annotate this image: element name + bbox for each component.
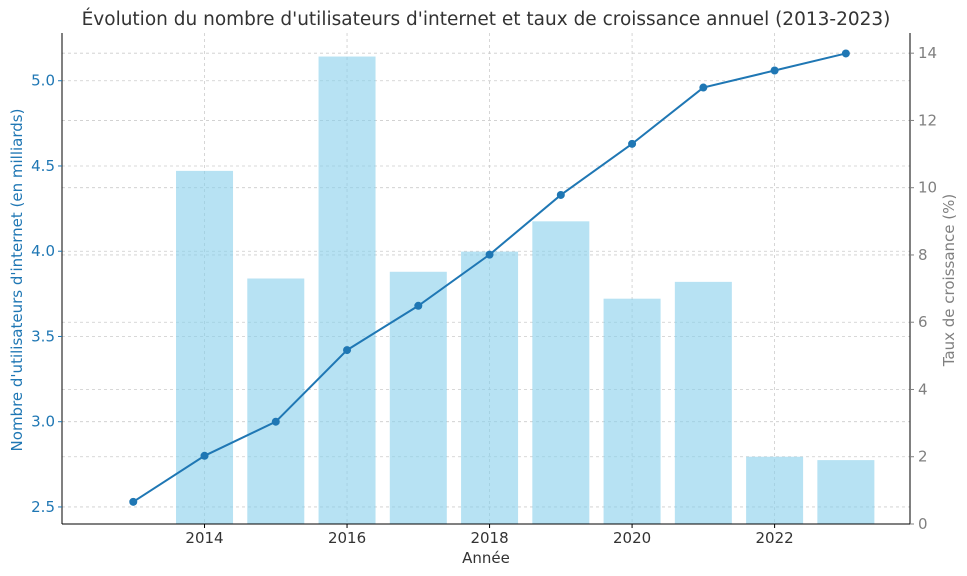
right-tick-label: 4 bbox=[918, 380, 928, 398]
bar bbox=[674, 281, 732, 524]
right-tick-label: 6 bbox=[918, 313, 928, 331]
bar bbox=[461, 251, 519, 524]
line-layer bbox=[129, 49, 850, 506]
x-tick-label: 2016 bbox=[328, 529, 366, 547]
line-point bbox=[699, 83, 708, 92]
right-tick-label: 14 bbox=[918, 44, 937, 62]
line-point bbox=[343, 346, 352, 355]
line-point bbox=[129, 497, 138, 506]
line-point bbox=[628, 139, 637, 148]
left-tick-label: 5.0 bbox=[31, 72, 55, 90]
right-axis-label: Taux de croissance (%) bbox=[940, 194, 958, 368]
x-tick-label: 2018 bbox=[470, 529, 508, 547]
left-axis-label: Nombre d'utilisateurs d'internet (en mil… bbox=[8, 109, 26, 452]
left-tick-label: 4.0 bbox=[31, 242, 55, 260]
bar bbox=[817, 460, 875, 524]
right-tick-label: 2 bbox=[918, 448, 928, 466]
bar bbox=[176, 170, 234, 525]
bar bbox=[746, 456, 804, 524]
line-point bbox=[841, 49, 850, 58]
line-point bbox=[200, 451, 209, 460]
line-point bbox=[556, 190, 565, 199]
left-tick-label: 2.5 bbox=[31, 498, 55, 516]
bar bbox=[532, 221, 590, 524]
right-tick-label: 10 bbox=[918, 179, 937, 197]
axes: 2014 2016 2018 2020 2022 2.5 3.0 3.5 4.0 4.5 5.0 0 2… bbox=[31, 33, 937, 547]
bars bbox=[176, 56, 875, 525]
line-point bbox=[485, 250, 494, 259]
line-point bbox=[271, 417, 280, 426]
left-tick-label: 3.0 bbox=[31, 413, 55, 431]
x-tick-label: 2020 bbox=[613, 529, 651, 547]
bar bbox=[389, 271, 447, 524]
line-point bbox=[770, 66, 779, 75]
x-tick-label: 2014 bbox=[185, 529, 223, 547]
x-axis-label: Année bbox=[462, 549, 510, 567]
right-tick-label: 0 bbox=[918, 515, 928, 533]
chart-title: Évolution du nombre d'utilisateurs d'int… bbox=[82, 8, 891, 30]
right-tick-label: 12 bbox=[918, 111, 937, 129]
bar bbox=[603, 298, 661, 524]
x-tick-label: 2022 bbox=[756, 529, 794, 547]
left-tick-label: 4.5 bbox=[31, 157, 55, 175]
right-tick-label: 8 bbox=[918, 246, 928, 264]
bar bbox=[318, 56, 376, 524]
line-point bbox=[414, 301, 423, 310]
left-tick-label: 3.5 bbox=[31, 327, 55, 345]
